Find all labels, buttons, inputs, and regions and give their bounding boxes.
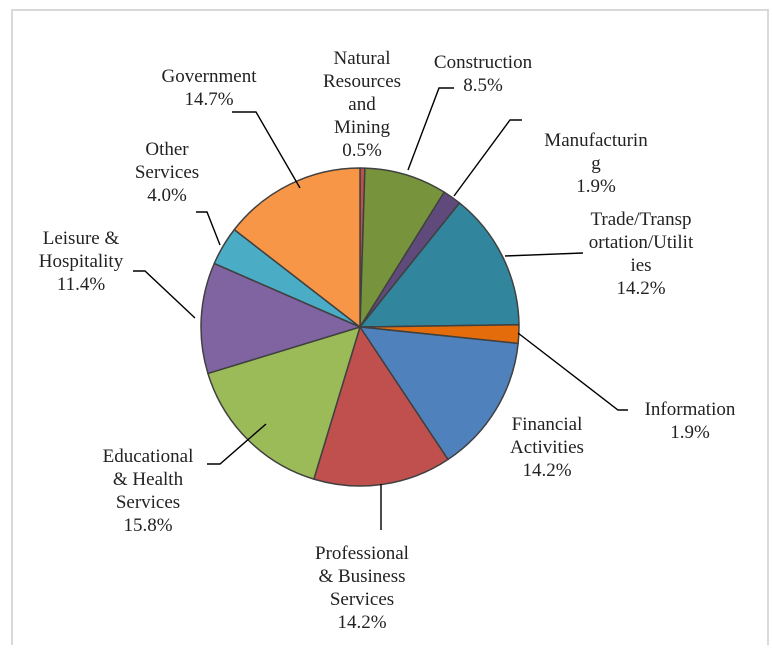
leader-line-10 bbox=[232, 111, 301, 189]
slice-label-3: Trade/Transp ortation/Utilit ies 14.2% bbox=[589, 209, 694, 299]
leader-line-8 bbox=[133, 270, 196, 319]
leader-lines bbox=[133, 87, 628, 530]
slice-label-0: Natural Resources and Mining 0.5% bbox=[323, 48, 401, 161]
slice-label-line: Other bbox=[145, 139, 189, 160]
slice-labels: Natural Resources and Mining 0.5% Constructio… bbox=[39, 48, 736, 633]
slice-label-line: Financial bbox=[512, 414, 583, 435]
slice-label-line: Manufacturin bbox=[544, 130, 648, 151]
slice-label-line: Hospitality bbox=[39, 251, 124, 272]
slice-label-line: and bbox=[348, 94, 376, 115]
slice-label-line: & Business bbox=[318, 566, 405, 587]
slice-label-line: Information bbox=[645, 399, 736, 420]
slice-label-10: Government 14.7% bbox=[162, 66, 258, 110]
pie-slice-5 bbox=[359, 326, 519, 461]
slice-label-9: Other Services 4.0% bbox=[135, 139, 199, 206]
slice-percent: 0.5% bbox=[342, 140, 382, 161]
pie-slices bbox=[200, 167, 520, 487]
slice-percent: 15.8% bbox=[123, 515, 172, 536]
pie-slice-8 bbox=[200, 262, 361, 375]
pie-slice-3 bbox=[359, 202, 520, 328]
slice-percent: 14.2% bbox=[616, 278, 665, 299]
leader-line-2 bbox=[453, 119, 522, 197]
slice-label-line: Natural bbox=[334, 48, 391, 69]
leader-line-9 bbox=[196, 211, 221, 246]
slice-label-line: Professional bbox=[315, 543, 409, 564]
slice-label-1: Construction 8.5% bbox=[434, 52, 533, 96]
slice-label-8: Leisure & Hospitality 11.4% bbox=[39, 228, 124, 295]
slice-label-2: Manufacturin g 1.9% bbox=[544, 130, 648, 197]
slice-label-line: & Health bbox=[113, 469, 184, 490]
slice-percent: 14.2% bbox=[522, 460, 571, 481]
slice-label-line: Resources bbox=[323, 71, 401, 92]
slice-label-line: ies bbox=[630, 255, 651, 276]
slice-label-7: Educational & Health Services 15.8% bbox=[103, 446, 194, 536]
slice-label-line: Services bbox=[135, 162, 199, 183]
leader-line-4 bbox=[517, 332, 628, 411]
leader-line-1 bbox=[407, 87, 454, 171]
slice-percent: 1.9% bbox=[576, 176, 616, 197]
slice-label-line: Trade/Transp bbox=[590, 209, 691, 230]
slice-label-line: Construction bbox=[434, 52, 533, 73]
slice-percent: 4.0% bbox=[147, 185, 187, 206]
slice-label-line: Services bbox=[330, 589, 394, 610]
slice-percent: 14.7% bbox=[184, 89, 233, 110]
pie-slice-10 bbox=[233, 167, 361, 328]
slice-label-line: Government bbox=[162, 66, 258, 87]
slice-label-line: Educational bbox=[103, 446, 194, 467]
slice-percent: 14.2% bbox=[337, 612, 386, 633]
slice-label-line: Activities bbox=[510, 437, 584, 458]
slice-label-line: Mining bbox=[334, 117, 390, 138]
leader-line-3 bbox=[504, 252, 584, 257]
slice-label-6: Professional & Business Services 14.2% bbox=[315, 543, 409, 633]
slice-label-5: Financial Activities 14.2% bbox=[510, 414, 584, 481]
slice-label-line: g bbox=[591, 153, 601, 174]
slice-label-line: Services bbox=[116, 492, 180, 513]
slice-percent: 1.9% bbox=[670, 422, 710, 443]
slice-label-4: Information 1.9% bbox=[645, 399, 736, 443]
leader-line-7 bbox=[207, 423, 267, 465]
slice-label-line: Leisure & bbox=[43, 228, 120, 249]
slice-percent: 8.5% bbox=[463, 75, 503, 96]
slice-percent: 11.4% bbox=[57, 274, 106, 295]
slice-label-line: ortation/Utilit bbox=[589, 232, 694, 253]
pie-slice-6 bbox=[313, 326, 449, 487]
